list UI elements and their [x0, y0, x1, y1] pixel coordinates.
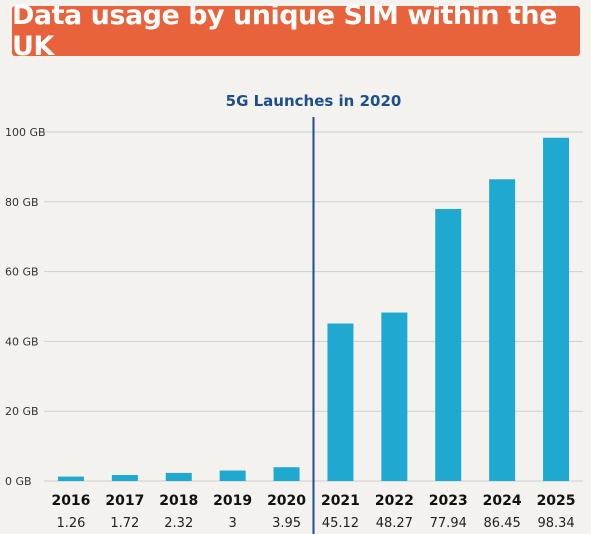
x-tick-label: 2020: [267, 493, 306, 509]
x-tick-label: 2021: [321, 493, 360, 509]
x-tick-label: 2025: [537, 493, 576, 509]
value-label: 1.26: [56, 516, 85, 531]
annotation: 5G Launches in 2020: [226, 92, 402, 534]
y-tick-label: 60 GB: [5, 266, 39, 279]
y-tick-label: 40 GB: [5, 335, 39, 348]
5g-launch-label: 5G Launches in 2020: [226, 92, 402, 110]
value-label: 86.45: [484, 516, 521, 531]
x-axis-labels: 2016 2017 2018 2019 2020 2021 2022 2023 2024 2025: [51, 493, 575, 509]
bar-2021: [327, 323, 354, 481]
value-label: 45.12: [322, 516, 359, 531]
value-label: 77.94: [430, 516, 467, 531]
y-tick-label: 100 GB: [5, 126, 46, 139]
x-tick-label: 2017: [105, 493, 144, 509]
y-axis-ticks: 0 GB 20 GB 40 GB 60 GB 80 GB 100 GB: [5, 126, 46, 488]
bar-2018: [165, 472, 192, 481]
bar-2019: [219, 470, 246, 481]
value-label: 3.95: [272, 516, 301, 531]
bar-2016: [57, 476, 84, 481]
bars: [57, 137, 570, 482]
x-tick-label: 2019: [213, 493, 252, 509]
bar-2017: [111, 474, 138, 481]
bar-2020: [273, 467, 300, 481]
x-tick-label: 2018: [159, 493, 198, 509]
y-tick-label: 20 GB: [5, 405, 39, 418]
bar-2024: [489, 179, 516, 482]
value-label: 98.34: [537, 516, 574, 531]
value-label: 3: [229, 516, 237, 531]
chart-title-banner: Data usage by unique SIM within the UK: [12, 0, 580, 62]
value-label: 2.32: [164, 516, 193, 531]
y-tick-label: 80 GB: [5, 196, 39, 209]
value-labels: 1.26 1.72 2.32 3 3.95 45.12 48.27 77.94 86.45 98.…: [56, 516, 574, 531]
chart-title: Data usage by unique SIM within the UK: [12, 0, 557, 62]
value-label: 1.72: [110, 516, 139, 531]
bar-2023: [435, 208, 462, 482]
value-label: 48.27: [376, 516, 413, 531]
y-tick-label: 0 GB: [5, 475, 32, 488]
x-tick-label: 2022: [375, 493, 414, 509]
x-tick-label: 2016: [51, 493, 90, 509]
bar-2025: [543, 137, 570, 481]
x-tick-label: 2024: [483, 493, 522, 509]
bar-2022: [381, 312, 408, 481]
x-tick-label: 2023: [429, 493, 468, 509]
